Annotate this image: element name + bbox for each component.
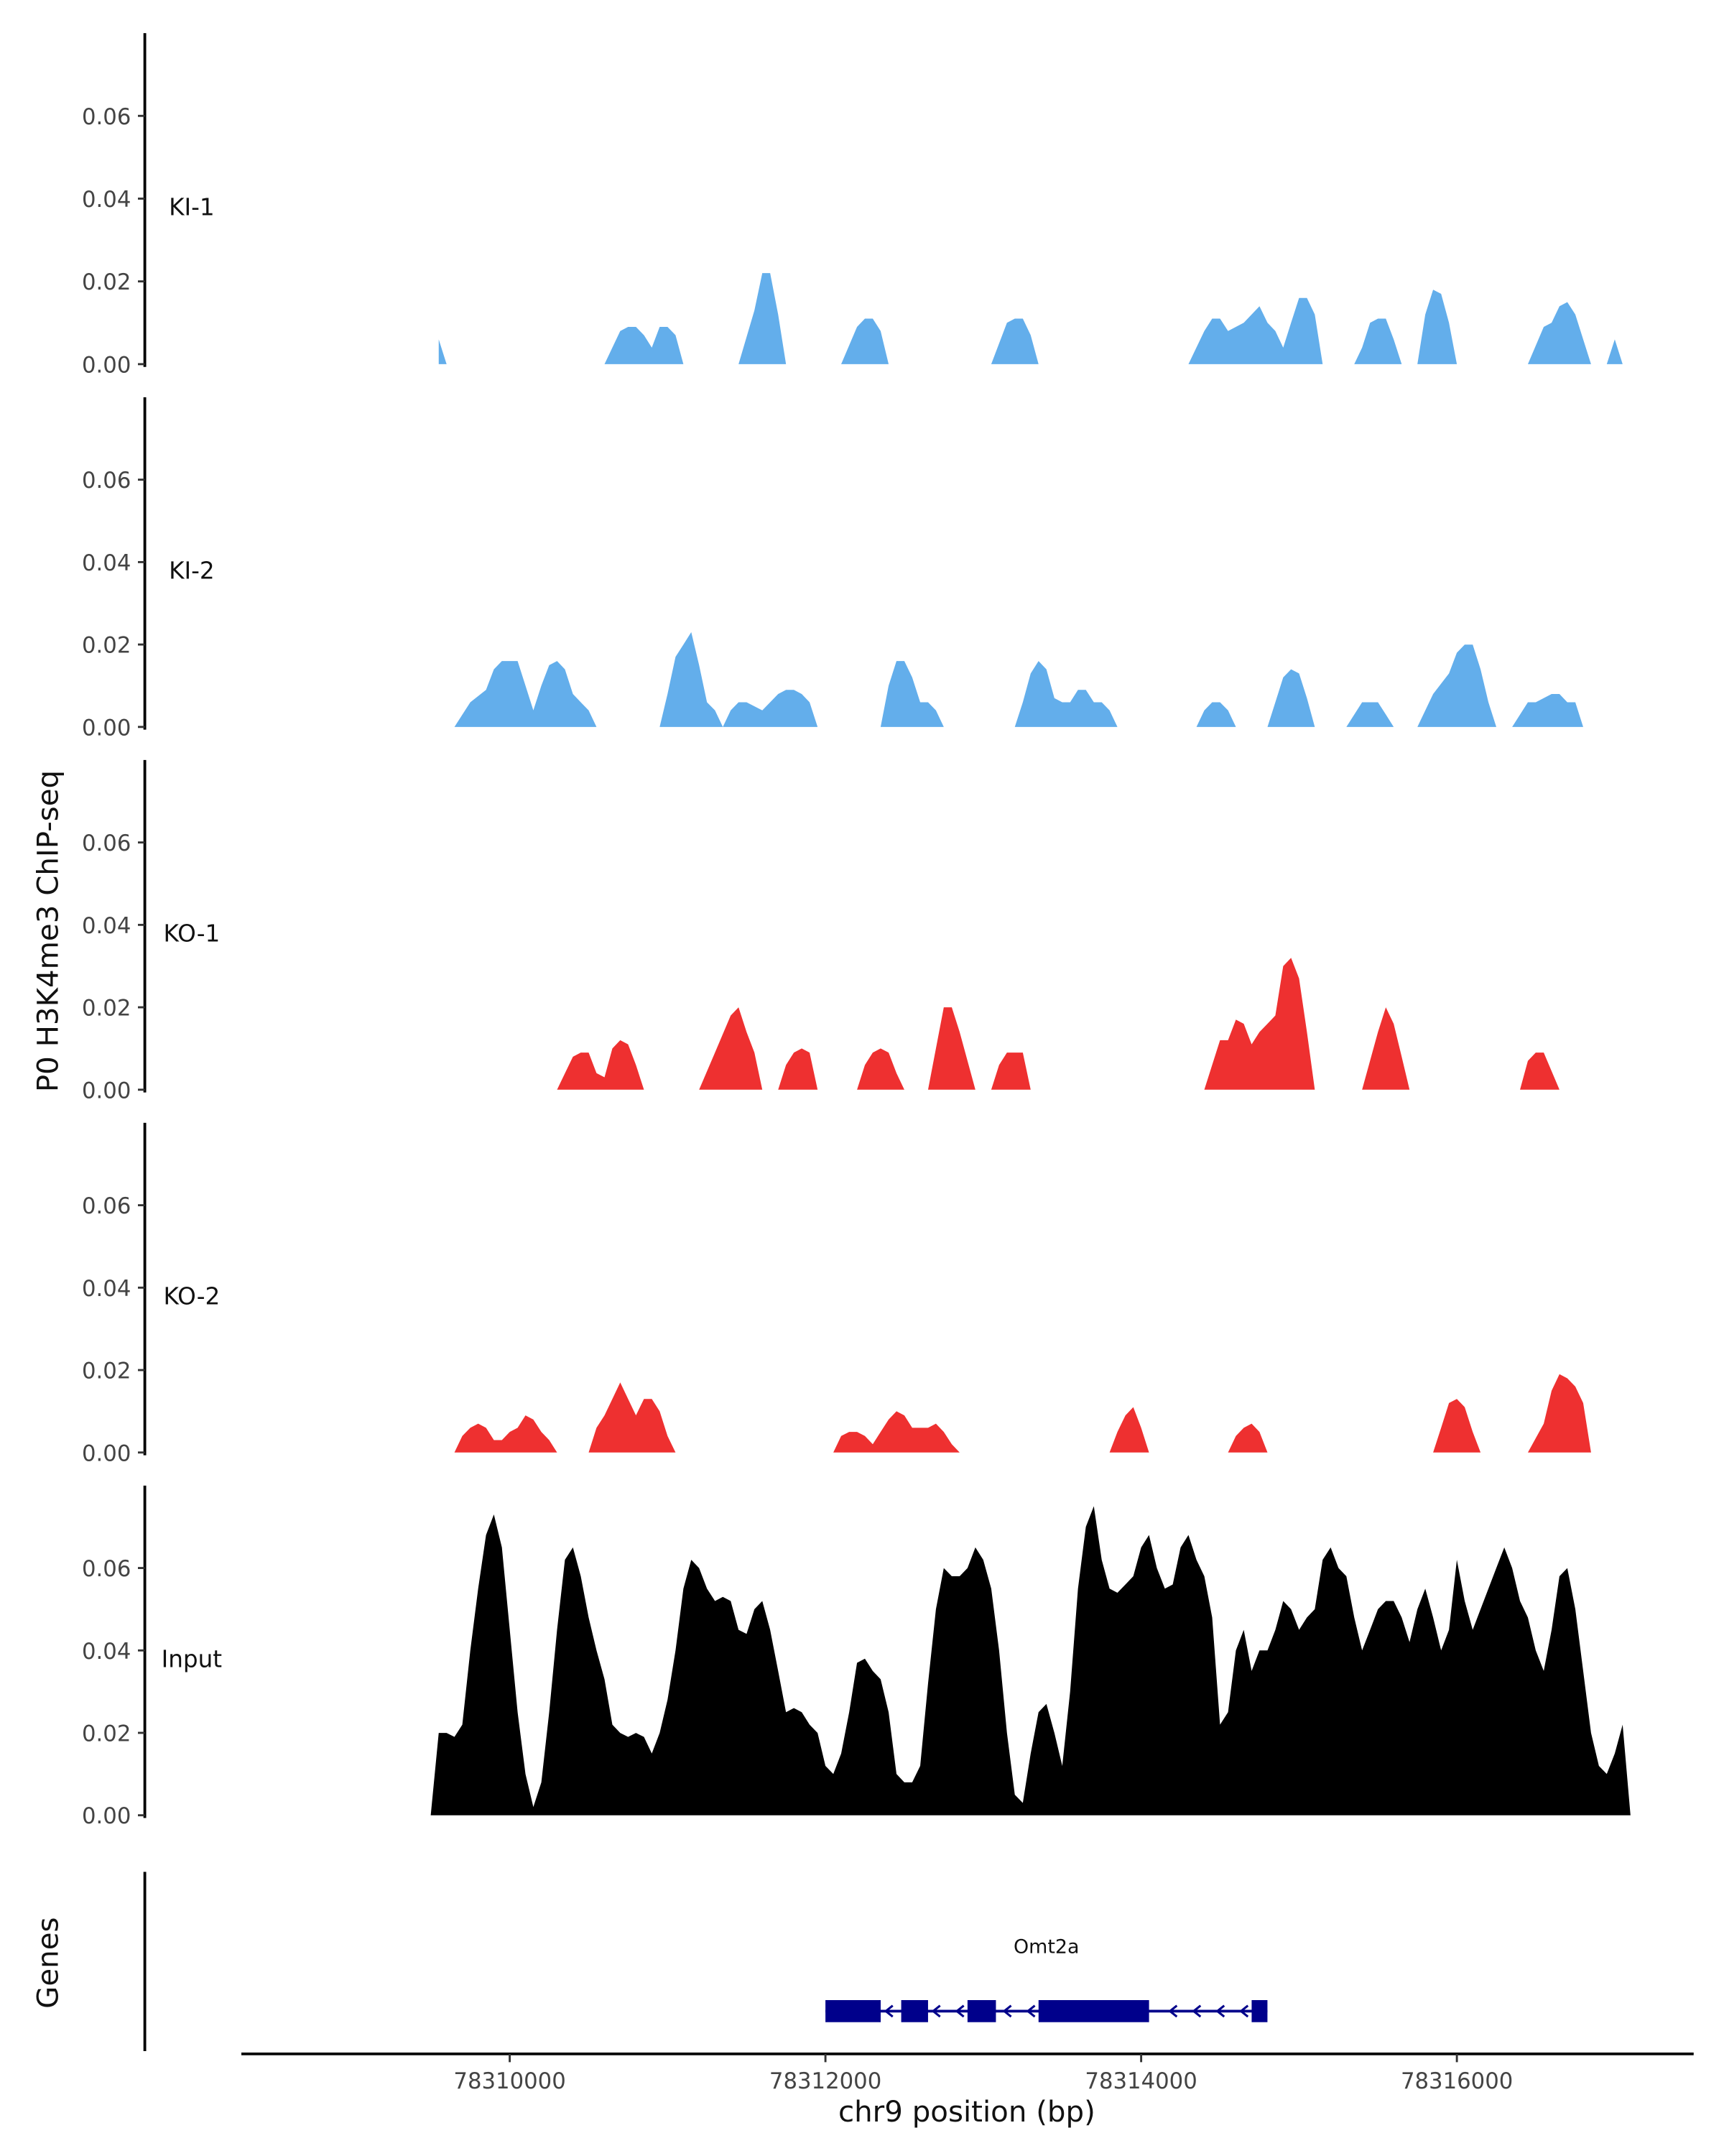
- gene-name: Omt2a: [1014, 1936, 1079, 1958]
- track-label: Input: [162, 1645, 223, 1672]
- gene-exon: [967, 2000, 996, 2022]
- tracks-layer: 0.00 0.02 0.04 0.06 KI-1 0.00 0.02 0.04 0.06 KI-2…: [82, 33, 1631, 1829]
- y-tick-label: 0.02: [82, 1359, 131, 1384]
- coverage-area: [438, 273, 1623, 364]
- track-label: KO-1: [164, 920, 221, 947]
- y-tick-label: 0.06: [82, 831, 131, 856]
- x-axis-title: chr9 position (bp): [838, 2095, 1095, 2129]
- coverage-area: [454, 1374, 1591, 1453]
- coverage-area: [557, 958, 1560, 1090]
- y-tick-label: 0.06: [82, 1193, 131, 1219]
- gene-track: Omt2a: [143, 1872, 1268, 2052]
- x-axis: 78310000 78312000 78314000 78316000: [241, 2052, 1694, 2094]
- strand-arrow-icon: [884, 2004, 894, 2018]
- track-ko-1: 0.00 0.02 0.04 0.06 KO-1: [82, 759, 1560, 1104]
- genes-axis-title: Genes: [32, 1917, 65, 2008]
- strand-arrow-icon: [1239, 2004, 1249, 2018]
- gene-exon: [1251, 2000, 1268, 2022]
- coverage-area: [430, 1506, 1631, 1815]
- y-tick-label: 0.04: [82, 550, 131, 576]
- gene-exon: [825, 2000, 881, 2022]
- y-tick-label: 0.02: [82, 996, 131, 1022]
- strand-arrow-icon: [955, 2004, 965, 2018]
- y-tick-label: 0.06: [82, 104, 131, 130]
- strand-arrow-icon: [1215, 2004, 1225, 2018]
- y-tick-label: 0.00: [82, 715, 131, 741]
- track-input: 0.00 0.02 0.04 0.06 Input: [82, 1485, 1631, 1829]
- y-tick-label: 0.04: [82, 1276, 131, 1302]
- strand-arrow-icon: [1168, 2004, 1178, 2018]
- y-tick-label: 0.02: [82, 269, 131, 295]
- strand-arrow-icon: [1026, 2004, 1036, 2018]
- y-tick-label: 0.00: [82, 1078, 131, 1104]
- y-axis-title: P0 H3K4me3 ChIP-seq: [32, 770, 65, 1092]
- y-tick-label: 0.00: [82, 352, 131, 378]
- track-label: KO-2: [164, 1282, 221, 1310]
- strand-arrow-icon: [931, 2004, 941, 2018]
- strand-arrow-icon: [1002, 2004, 1012, 2018]
- y-tick-label: 0.04: [82, 1639, 131, 1665]
- x-tick-label: 78312000: [769, 2068, 881, 2094]
- coverage-area: [454, 631, 1591, 727]
- x-tick-label: 78310000: [453, 2068, 565, 2094]
- y-tick-label: 0.02: [82, 1721, 131, 1747]
- strand-arrow-icon: [1192, 2004, 1202, 2018]
- y-tick-label: 0.06: [82, 1556, 131, 1582]
- track-ki-1: 0.00 0.02 0.04 0.06 KI-1: [82, 33, 1623, 378]
- gene-exon: [1038, 2000, 1149, 2022]
- x-tick-label: 78314000: [1085, 2068, 1197, 2094]
- track-ki-2: 0.00 0.02 0.04 0.06 KI-2: [82, 397, 1591, 741]
- y-tick-label: 0.00: [82, 1440, 131, 1466]
- y-tick-label: 0.06: [82, 468, 131, 494]
- y-tick-label: 0.00: [82, 1803, 131, 1829]
- track-label: KI-1: [169, 194, 215, 221]
- y-tick-label: 0.04: [82, 187, 131, 213]
- gene-exon: [901, 2000, 928, 2022]
- track-label: KI-2: [169, 557, 215, 584]
- x-tick-label: 78316000: [1401, 2068, 1513, 2094]
- y-tick-label: 0.04: [82, 913, 131, 939]
- y-tick-label: 0.02: [82, 633, 131, 659]
- track-ko-2: 0.00 0.02 0.04 0.06 KO-2: [82, 1122, 1591, 1466]
